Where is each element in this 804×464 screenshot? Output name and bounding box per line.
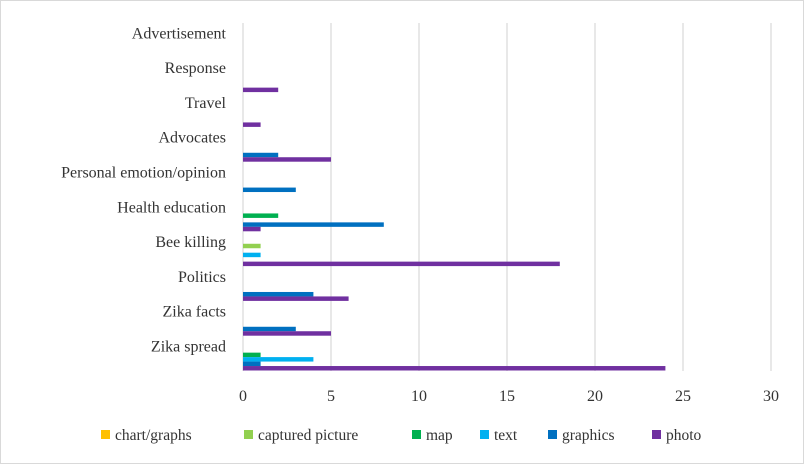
legend-swatch-chart-graphs [101, 430, 110, 439]
bar-bee-killing-text [243, 252, 261, 258]
category-label-advertisement: Advertisement [132, 25, 227, 42]
bar-zika-facts-graphics [243, 326, 296, 332]
bar-zika-facts-photo [243, 331, 331, 336]
legend-swatch-captured-picture [244, 430, 253, 439]
legend-item-photo: photo [652, 427, 702, 444]
legend-swatch-map [412, 430, 421, 439]
category-labels: Zika spread Zika facts Politics Bee killing… [61, 25, 226, 355]
legend-swatch-graphics [548, 430, 557, 439]
legend-label-captured-picture: captured picture [258, 427, 358, 444]
legend-item-text: text [480, 427, 518, 444]
legend-label-graphics: graphics [562, 427, 615, 444]
bar-advocates-photo [243, 157, 331, 162]
x-tick-label-25: 25 [675, 388, 691, 405]
category-label-personal-emotion-opinion: Personal emotion/opinion [61, 165, 226, 182]
bar-health-education-graphics [243, 222, 384, 227]
bar-politics-graphics [243, 291, 314, 297]
legend-swatch-text [480, 430, 489, 439]
bar-personal-emotion-opinion-graphics [243, 187, 296, 193]
category-label-response: Response [165, 60, 226, 77]
x-tick-label-15: 15 [499, 388, 515, 405]
legend-item-chart-graphs: chart/graphs [101, 427, 192, 444]
legend-item-graphics: graphics [548, 427, 615, 444]
category-label-politics: Politics [178, 269, 226, 286]
category-label-bee-killing: Bee killing [155, 234, 226, 251]
bar-zika-spread-map [243, 352, 261, 358]
bar-bee-killing-captured-picture [243, 243, 261, 249]
legend-label-chart-graphs: chart/graphs [115, 427, 192, 444]
bar-advocates-graphics [243, 152, 279, 158]
legend: chart/graphs captured picture map text graph… [101, 427, 702, 444]
category-label-zika-facts: Zika facts [162, 304, 226, 321]
bar-zika-spread-text [243, 357, 314, 362]
bar-zika-spread-photo [243, 366, 666, 371]
legend-label-map: map [426, 427, 453, 444]
legend-label-photo: photo [666, 427, 702, 444]
legend-item-captured-picture: captured picture [244, 427, 358, 444]
legend-swatch-photo [652, 430, 661, 439]
bar-health-education-photo [243, 226, 261, 232]
category-label-health-education: Health education [117, 199, 226, 216]
bar-zika-spread-graphics [243, 361, 261, 367]
bar-bee-killing-photo [243, 261, 560, 267]
bars [243, 87, 666, 371]
legend-label-text: text [494, 427, 518, 444]
x-tick-label-5: 5 [327, 388, 335, 405]
bar-travel-photo [243, 122, 261, 127]
x-tick-label-0: 0 [239, 388, 247, 405]
category-label-travel: Travel [185, 95, 227, 112]
x-tick-label-20: 20 [587, 388, 603, 405]
x-tick-label-10: 10 [411, 388, 427, 405]
bar-health-education-map [243, 213, 279, 218]
category-label-advocates: Advocates [158, 130, 226, 147]
x-tick-labels: 0 5 10 15 20 25 30 [239, 388, 779, 405]
gridlines [242, 23, 772, 371]
x-tick-label-30: 30 [763, 388, 779, 405]
bar-response-photo [243, 87, 279, 93]
bar-politics-photo [243, 296, 349, 301]
legend-item-map: map [412, 427, 453, 444]
category-label-zika-spread: Zika spread [151, 339, 226, 356]
